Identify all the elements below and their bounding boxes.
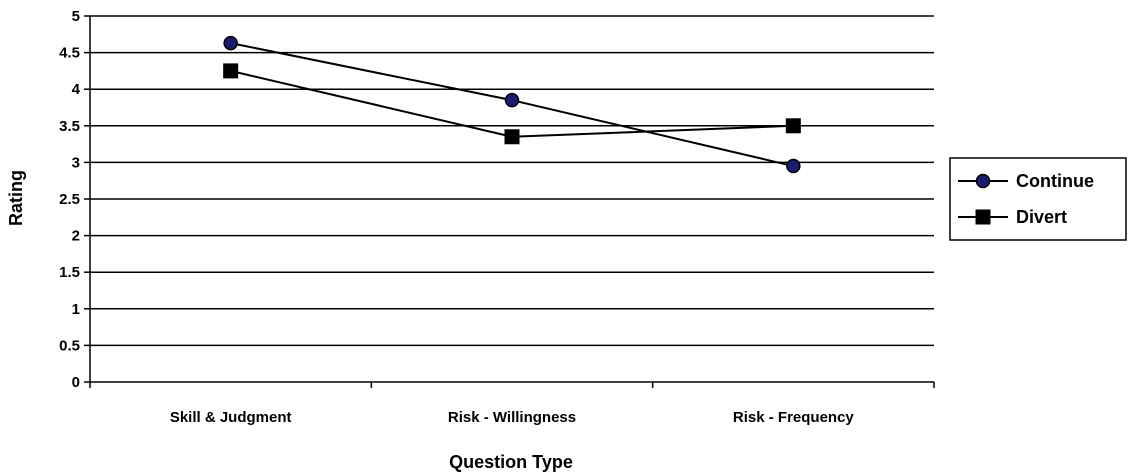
data-point [504,92,520,108]
y-tick-label: 3.5 [59,118,80,135]
y-tick-label: 5 [72,8,80,25]
y-tick-label: 3 [72,154,80,171]
legend-item-divert: Divert [958,207,1067,227]
legend-label: Divert [1016,207,1067,227]
legend: Continue Divert [949,157,1127,241]
y-tick-label: 4 [72,81,81,98]
x-tick-label: Risk - Frequency [733,409,855,426]
data-point [223,63,239,79]
y-axis-title: Rating [6,170,26,226]
y-tick-label: 2 [72,228,80,245]
series-divert [223,63,801,145]
y-tick-label: 1.5 [59,264,80,281]
data-point [504,129,520,145]
y-tick-label: 1 [72,301,80,318]
y-tick-label: 4.5 [59,45,80,62]
x-tick-label: Risk - Willingness [448,409,576,426]
data-point [785,118,801,134]
y-tick-label: 2.5 [59,191,80,208]
x-tick-label: Skill & Judgment [170,409,292,426]
legend-label: Continue [1016,171,1094,191]
series [223,35,801,174]
gridlines [90,15,934,347]
y-tick-label: 0.5 [59,337,80,354]
y-tick-label: 0 [72,374,80,391]
legend-item-continue: Continue [958,171,1094,191]
series-continue [223,35,801,174]
square-marker-icon [975,209,991,225]
data-point [223,35,238,51]
axes: 0 0.5 1 1.5 2 2.5 3 3.5 4 4.5 5 Skill & Judgment Ris… [59,8,935,426]
data-point [786,158,801,174]
legend-box [949,157,1127,241]
circle-marker-icon [975,173,991,189]
x-axis-title: Question Type [449,452,573,472]
